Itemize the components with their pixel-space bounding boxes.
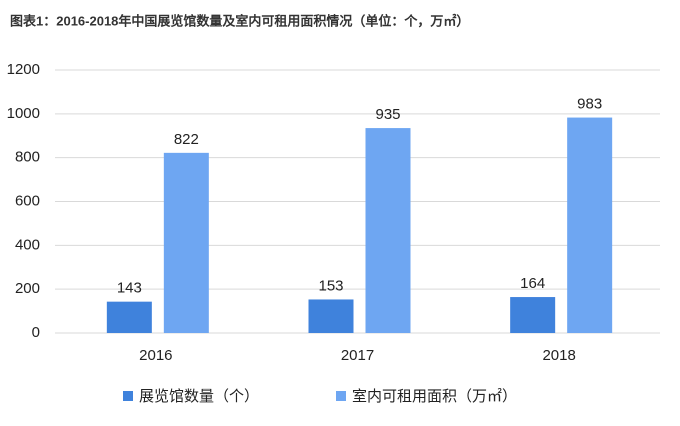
y-tick-label: 1000 <box>7 105 40 122</box>
legend-swatch <box>123 391 133 401</box>
value-label: 143 <box>117 280 142 297</box>
bar <box>510 297 556 333</box>
y-tick-label: 1200 <box>7 61 40 78</box>
legend-label: 展览馆数量（个） <box>139 388 259 405</box>
chart-title: 图表1：2016-2018年中国展览馆数量及室内可租用面积情况（单位：个，万㎡） <box>10 13 469 28</box>
y-tick-label: 200 <box>15 280 40 297</box>
bar <box>567 117 613 333</box>
y-tick-label: 0 <box>32 324 40 341</box>
x-tick-label: 2016 <box>139 347 172 364</box>
value-label: 164 <box>520 275 545 292</box>
bar <box>106 301 152 333</box>
x-tick-label: 2018 <box>542 347 575 364</box>
bar <box>308 299 354 333</box>
bar <box>163 152 209 333</box>
value-label: 153 <box>318 277 343 294</box>
value-label: 935 <box>375 106 400 123</box>
y-tick-label: 800 <box>15 149 40 166</box>
legend-swatch <box>336 391 346 401</box>
y-tick-label: 400 <box>15 236 40 253</box>
bar <box>365 128 411 333</box>
y-tick-label: 600 <box>15 192 40 209</box>
value-label: 822 <box>174 131 199 148</box>
value-label: 983 <box>577 96 602 113</box>
legend-label: 室内可租用面积（万㎡） <box>352 388 517 405</box>
x-tick-label: 2017 <box>341 347 374 364</box>
